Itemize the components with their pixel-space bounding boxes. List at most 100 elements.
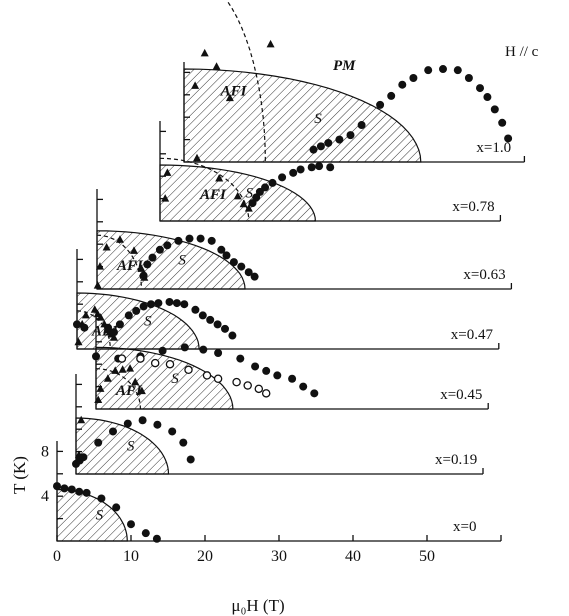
sc-closed-point	[483, 93, 492, 102]
sc-closed-point	[185, 234, 194, 243]
sc-closed-point	[236, 354, 245, 363]
sc-closed-point	[288, 374, 297, 383]
sc-closed-point	[165, 297, 174, 306]
sc-closed-point	[273, 371, 282, 380]
afi-triangle-point	[233, 191, 242, 200]
series-label: x=0.45	[440, 387, 482, 403]
sc-closed-point	[346, 131, 355, 140]
series-label: x=0.47	[451, 327, 494, 343]
sc-open-point	[150, 358, 160, 368]
x-tick-label: 10	[123, 548, 139, 565]
afi-triangle-point	[74, 337, 83, 346]
sc-closed-point	[53, 482, 61, 491]
panel-x=0.78: AFI Sx=0.78	[159, 121, 502, 222]
afi-triangle-point	[103, 374, 112, 382]
afi-triangle-point	[200, 48, 209, 57]
sc-open-point	[232, 377, 241, 387]
sc-closed-point	[237, 262, 246, 271]
sc-dome	[95, 346, 234, 410]
sc-closed-point	[132, 306, 141, 315]
sc-open-point	[213, 374, 223, 384]
sc-closed-point	[94, 438, 103, 447]
sc-closed-point	[152, 534, 161, 543]
afi-triangle-point	[130, 246, 138, 254]
sc-closed-point	[110, 328, 118, 337]
sc-closed-point	[75, 487, 84, 496]
afi-triangle-point	[212, 62, 221, 70]
sc-closed-point	[73, 320, 81, 329]
sc-closed-point	[261, 183, 270, 192]
afi-triangle-point	[191, 81, 200, 89]
sc-closed-point	[490, 105, 499, 114]
sc-closed-point	[250, 272, 259, 281]
afi-triangle-point	[77, 415, 86, 424]
series-label: x=0.19	[435, 452, 477, 468]
afi-triangle-point	[137, 386, 146, 395]
sc-closed-point	[123, 419, 132, 428]
afi-triangle-point	[163, 168, 172, 176]
sc-closed-point	[251, 362, 260, 371]
sc-closed-point	[424, 66, 433, 75]
sc-closed-point	[109, 427, 117, 436]
y-tick-label: 4	[41, 488, 49, 505]
sc-open-point	[165, 359, 175, 369]
x-tick-label: 30	[271, 548, 287, 565]
sc-closed-point	[196, 234, 205, 243]
panel-x=0.45: AFI Sx=0.45	[92, 309, 489, 410]
afi-triangle-point	[93, 281, 102, 289]
sc-closed-point	[335, 135, 344, 144]
sc-closed-point	[255, 187, 264, 196]
afi-boundary	[225, 0, 266, 163]
afi-triangle-point	[126, 364, 135, 372]
afi-triangle-point	[225, 93, 234, 102]
panel-x=0.63: AFI Sx=0.63	[93, 189, 513, 290]
sc-closed-point	[217, 245, 226, 254]
sc-closed-point	[315, 162, 324, 171]
sc-closed-point	[213, 320, 222, 329]
sc-closed-point	[168, 427, 177, 436]
sc-closed-point	[163, 241, 172, 250]
sc-closed-point	[79, 453, 88, 462]
sc-closed-point	[307, 163, 316, 172]
region-label-sc: S	[127, 438, 135, 454]
region-label-sc: S	[96, 507, 104, 523]
sc-open-point	[202, 371, 212, 380]
axes: 0 10 20 30 40 50 4 8	[41, 443, 435, 565]
sc-closed-point	[498, 118, 507, 127]
sc-closed-point	[148, 253, 157, 262]
sc-dome	[183, 68, 422, 163]
sc-open-point	[261, 389, 271, 398]
sc-closed-point	[92, 352, 100, 361]
afi-triangle-point	[94, 395, 103, 404]
afi-triangle-point	[102, 243, 111, 251]
y-axis-label: T (K)	[10, 456, 29, 494]
sc-closed-point	[409, 74, 418, 82]
sc-closed-point	[278, 173, 287, 182]
afi-triangle-point	[193, 153, 201, 162]
afi-triangle-point	[215, 173, 224, 182]
sc-closed-point	[139, 271, 148, 280]
panels: AFISx=1.0AFISx=0.78AFISx=0.63AFISx=0.47A…	[53, 0, 526, 543]
region-label-sc: S	[144, 313, 152, 329]
sc-closed-point	[357, 121, 366, 130]
sc-closed-point	[299, 382, 308, 391]
region-label-sc: S	[178, 253, 186, 269]
sc-closed-point	[67, 485, 76, 494]
sc-closed-point	[453, 66, 462, 75]
panel-x=1.0: AFI Sx=1.0	[183, 0, 526, 163]
sc-closed-point	[60, 484, 69, 493]
sc-closed-point	[172, 299, 181, 308]
afi-triangle-point	[161, 194, 170, 202]
afi-triangle-point	[244, 204, 253, 212]
panel-x=0: Sx=0	[53, 441, 502, 543]
sc-closed-point	[97, 494, 106, 503]
sc-open-point	[184, 365, 193, 375]
afi-triangle-point	[118, 365, 127, 373]
sc-closed-point	[309, 145, 318, 154]
sc-closed-point	[80, 323, 89, 332]
afi-triangle-point	[81, 310, 90, 319]
region-label-sc: S	[171, 371, 179, 387]
x-tick-label: 40	[345, 548, 361, 565]
sc-closed-point	[439, 65, 447, 74]
sc-closed-point	[376, 100, 385, 109]
